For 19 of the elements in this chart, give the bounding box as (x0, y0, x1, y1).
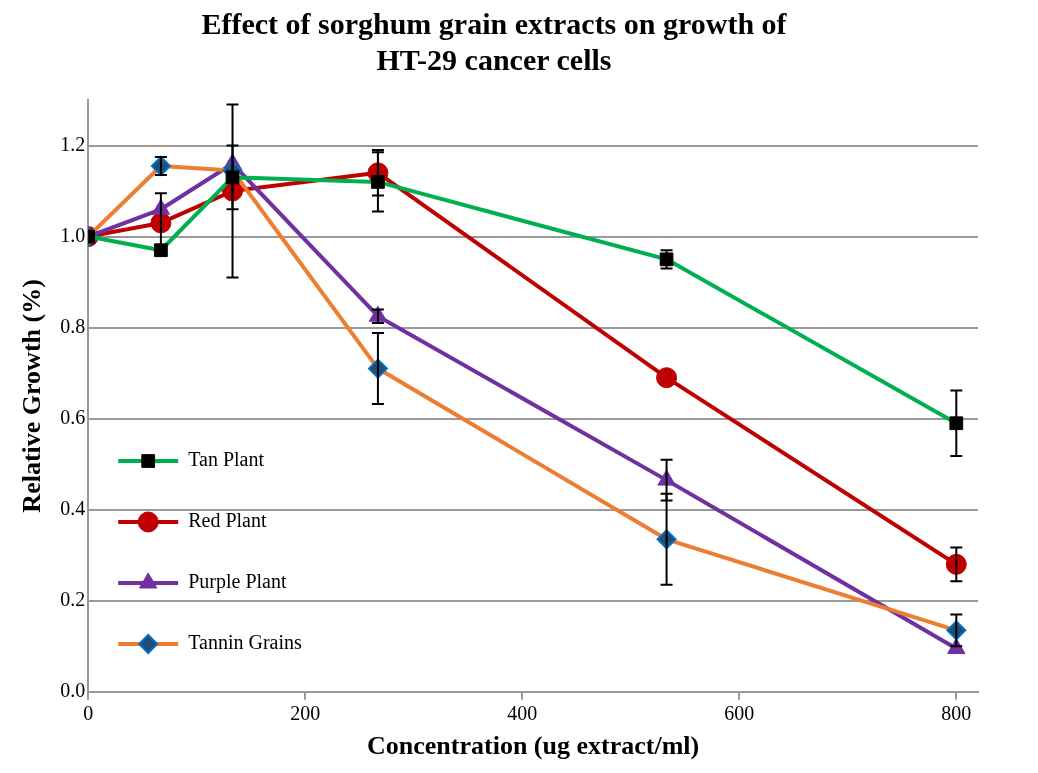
x-tick-label: 0 (83, 702, 94, 725)
y-tick-label: 0.8 (60, 314, 86, 337)
legend-label: Purple Plant (188, 570, 287, 594)
x-tick-label: 800 (941, 702, 972, 725)
legend-label: Tan Plant (188, 448, 265, 471)
x-tick-label: 200 (290, 702, 321, 725)
x-axis-title: Concentration (ug extract/ml) (367, 731, 700, 761)
y-axis-title: Relative Growth (%) (17, 279, 47, 513)
y-tick-label: 1.0 (60, 223, 86, 246)
legend-label: Red Plant (188, 509, 267, 532)
chart-title: Effect of sorghum grain extracts on growth of HT-29 cancer cells (201, 6, 788, 76)
y-tick-label: 1.2 (60, 132, 86, 155)
y-tick-label: 0.2 (60, 588, 86, 610)
y-tick-label: 0.0 (60, 679, 86, 702)
x-tick-label: 600 (724, 702, 755, 725)
legend-label: Tannin Grains (188, 631, 302, 654)
y-tick-label: 0.6 (60, 405, 86, 428)
x-tick-label: 400 (507, 702, 538, 725)
y-tick-label: 0.4 (60, 496, 86, 519)
